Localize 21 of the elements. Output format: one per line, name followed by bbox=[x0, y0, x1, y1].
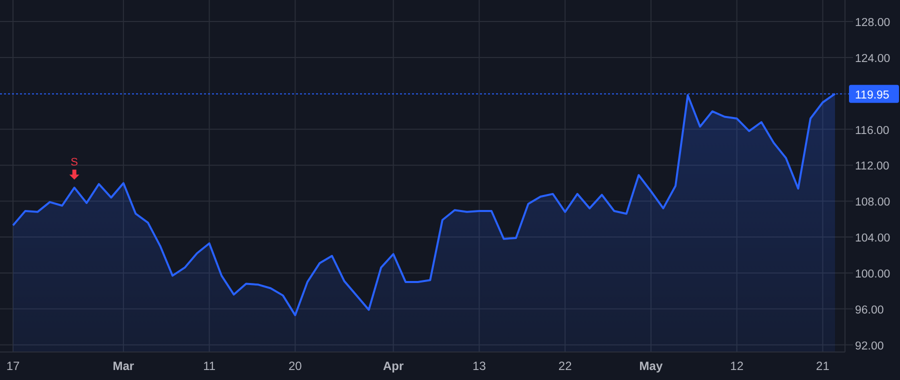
x-tick-label: 20 bbox=[288, 359, 302, 373]
x-tick-label: 22 bbox=[558, 359, 572, 373]
ref-line-label: 119.95 bbox=[855, 89, 890, 102]
y-tick-label: 96.00 bbox=[855, 304, 884, 316]
y-tick-label: 124.00 bbox=[855, 52, 890, 65]
y-tick-label: 100.00 bbox=[855, 268, 890, 280]
y-tick-label: 104.00 bbox=[855, 232, 890, 245]
x-tick-label: 11 bbox=[203, 359, 216, 373]
y-tick-label: 92.00 bbox=[855, 340, 884, 352]
x-tick-label: Apr bbox=[382, 359, 404, 373]
x-tick-label: Mar bbox=[112, 359, 134, 373]
x-tick-label: May bbox=[639, 359, 663, 373]
y-tick-label: 112.00 bbox=[855, 160, 890, 173]
annotation: S bbox=[70, 156, 78, 169]
y-tick-label: 128.00 bbox=[855, 17, 890, 30]
x-tick-label: 12 bbox=[730, 359, 744, 373]
y-tick-label: 108.00 bbox=[855, 196, 890, 209]
x-tick-label: 13 bbox=[472, 359, 486, 373]
x-tick-label: 17 bbox=[6, 359, 20, 373]
y-tick-label: 116.00 bbox=[855, 124, 890, 137]
x-tick-label: 21 bbox=[816, 359, 830, 373]
